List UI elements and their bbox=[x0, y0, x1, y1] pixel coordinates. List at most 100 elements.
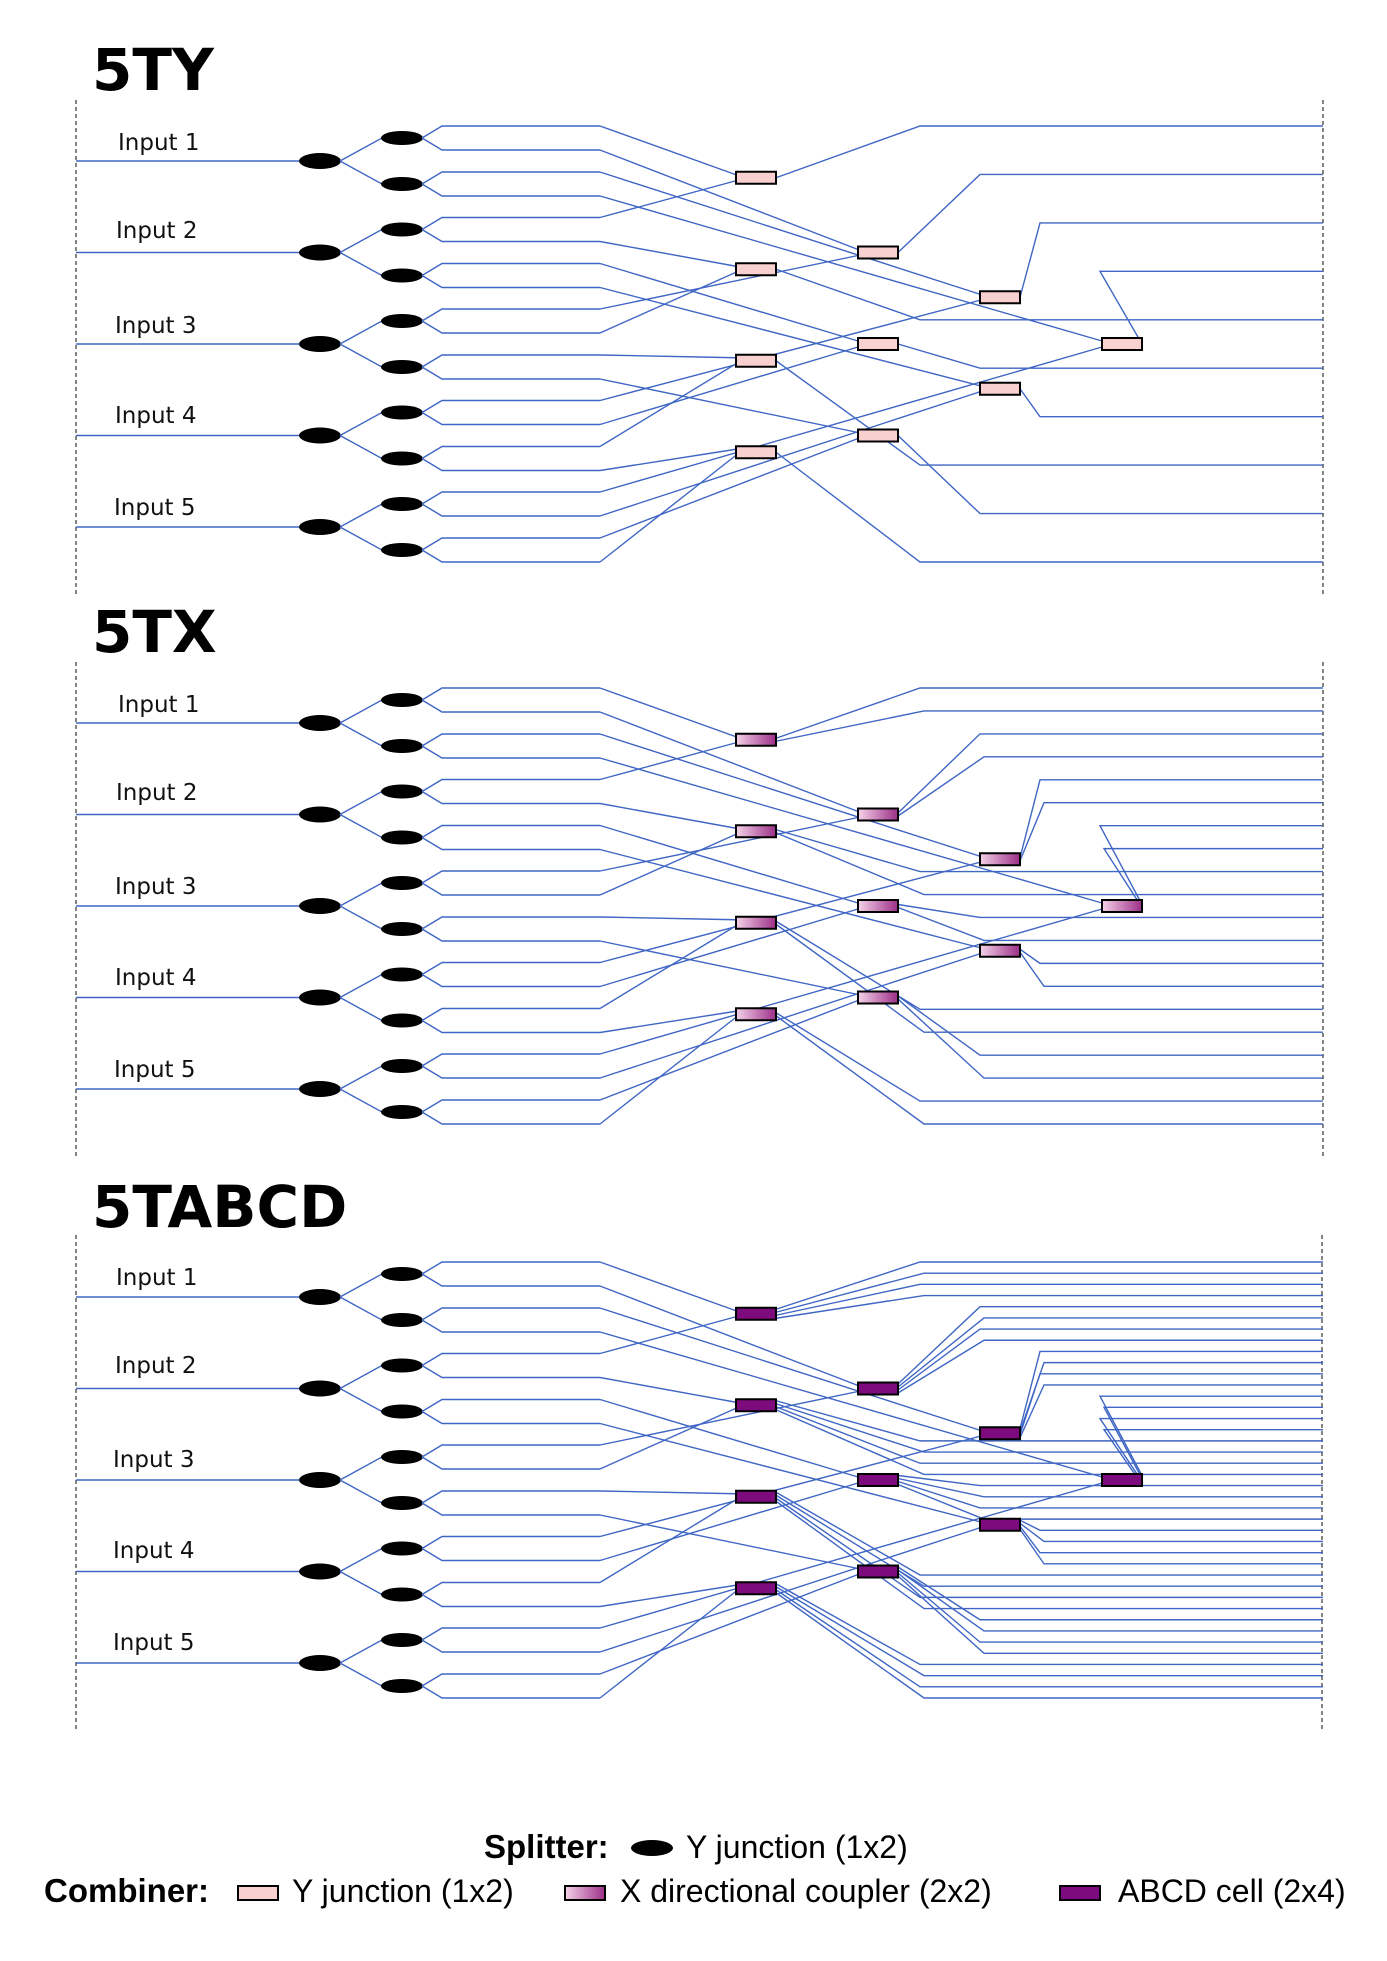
output-waveguide bbox=[775, 360, 1323, 466]
route-waveguide bbox=[599, 254, 859, 310]
route-waveguide bbox=[599, 757, 1103, 904]
branch-waveguide bbox=[421, 824, 600, 839]
splitter-branch bbox=[339, 1639, 383, 1687]
branch-waveguide bbox=[421, 457, 600, 472]
branch-waveguide bbox=[421, 1639, 600, 1653]
x-coupler-combiner-icon bbox=[735, 732, 777, 747]
legend-abcd-symbol bbox=[1059, 1885, 1101, 1901]
route-waveguide bbox=[599, 149, 859, 251]
y-junction-splitter-icon bbox=[299, 1655, 341, 1671]
route-waveguide bbox=[599, 908, 1103, 1055]
route-waveguide bbox=[599, 286, 981, 387]
y-junction-splitter-icon bbox=[381, 967, 423, 982]
input-label-2: Input 2 bbox=[116, 218, 198, 244]
x-coupler-combiner-icon bbox=[979, 943, 1021, 958]
output-waveguide bbox=[897, 995, 1323, 1056]
output-waveguide bbox=[897, 733, 1323, 814]
y-junction-splitter-icon bbox=[299, 427, 341, 444]
branch-waveguide bbox=[421, 549, 600, 563]
route-waveguide bbox=[599, 802, 737, 829]
abcd-cell-combiner-icon bbox=[735, 1398, 777, 1413]
route-waveguide bbox=[599, 711, 859, 813]
route-waveguide bbox=[599, 454, 737, 563]
y-junction-splitter-icon bbox=[381, 405, 423, 420]
abcd-cell-combiner-icon bbox=[857, 1381, 899, 1396]
output-waveguide bbox=[897, 1572, 1323, 1643]
route-waveguide bbox=[599, 733, 981, 857]
input-label-5: Input 5 bbox=[114, 495, 196, 521]
output-waveguide bbox=[1102, 1428, 1323, 1485]
output-waveguide bbox=[775, 1283, 1323, 1316]
x-coupler-combiner-icon bbox=[857, 807, 899, 822]
output-waveguide bbox=[1098, 270, 1323, 345]
output-waveguide bbox=[1019, 1522, 1323, 1543]
y-junction-combiner-icon bbox=[735, 262, 777, 277]
output-waveguide bbox=[897, 1566, 1323, 1621]
y-junction-splitter-icon bbox=[381, 1404, 423, 1419]
output-waveguide bbox=[775, 1497, 1323, 1599]
branch-waveguide bbox=[421, 183, 600, 197]
y-junction-splitter-icon bbox=[299, 153, 341, 169]
y-junction-combiner-icon bbox=[979, 381, 1021, 396]
route-waveguide bbox=[599, 1016, 737, 1125]
y-junction-splitter-icon bbox=[381, 1587, 423, 1602]
y-junction-splitter-icon bbox=[381, 1059, 423, 1073]
branch-waveguide bbox=[421, 137, 600, 151]
route-waveguide bbox=[599, 354, 737, 359]
output-waveguide bbox=[775, 125, 1323, 179]
y-junction-splitter-icon bbox=[381, 1313, 423, 1327]
splitter-branch bbox=[339, 1065, 383, 1113]
branch-waveguide bbox=[421, 1593, 600, 1608]
y-junction-splitter-icon bbox=[381, 876, 423, 890]
branch-waveguide bbox=[421, 1685, 600, 1699]
route-waveguide bbox=[599, 171, 981, 295]
y-junction-splitter-icon bbox=[299, 1563, 341, 1580]
output-waveguide bbox=[897, 756, 1323, 817]
y-junction-splitter-icon bbox=[381, 739, 423, 753]
y-junction-splitter-icon bbox=[299, 1472, 341, 1488]
branch-waveguide bbox=[421, 1627, 600, 1641]
y-junction-splitter-icon bbox=[381, 922, 423, 936]
branch-waveguide bbox=[421, 1535, 600, 1550]
output-waveguide bbox=[1098, 1417, 1323, 1482]
splitter-branch bbox=[339, 411, 383, 460]
output-waveguide bbox=[1102, 847, 1323, 908]
route-waveguide bbox=[599, 1435, 981, 1538]
output-waveguide bbox=[775, 1409, 1323, 1476]
panel-5tabcd: 5TABCD Input 1 Input 2 Input 3 Input 4 I… bbox=[75, 1173, 1323, 1732]
splitter-branch bbox=[339, 699, 383, 747]
input-label-1: Input 1 bbox=[118, 692, 200, 718]
legend-abcd-item: ABCD cell (2x4) bbox=[1118, 1873, 1346, 1909]
output-waveguide bbox=[897, 998, 1323, 1079]
output-waveguide bbox=[1102, 1406, 1323, 1479]
panel-title: 5TY bbox=[92, 36, 215, 104]
output-waveguide bbox=[775, 268, 1323, 321]
output-waveguide bbox=[897, 1569, 1323, 1632]
input-label-2: Input 2 bbox=[116, 780, 198, 806]
input-label-5: Input 5 bbox=[113, 1630, 195, 1656]
output-waveguide bbox=[1098, 824, 1323, 905]
output-waveguide bbox=[775, 1012, 1323, 1102]
branch-waveguide bbox=[421, 1502, 600, 1516]
output-waveguide bbox=[775, 1406, 1323, 1464]
output-waveguide bbox=[1019, 222, 1323, 298]
branch-waveguide bbox=[421, 491, 600, 505]
x-coupler-combiner-icon bbox=[1101, 899, 1143, 913]
y-junction-splitter-icon bbox=[299, 336, 341, 352]
legend: Splitter: Y junction (1x2) Combiner: Y j… bbox=[44, 1828, 1346, 1909]
branch-waveguide bbox=[421, 1410, 600, 1425]
output-waveguide bbox=[897, 1328, 1323, 1391]
output-waveguide bbox=[897, 1339, 1323, 1394]
y-junction-splitter-icon bbox=[299, 1289, 341, 1305]
output-waveguide bbox=[897, 906, 1323, 942]
branch-waveguide bbox=[421, 699, 600, 713]
output-waveguide bbox=[775, 687, 1323, 739]
route-waveguide bbox=[599, 1331, 1103, 1478]
y-junction-splitter-icon bbox=[299, 806, 341, 823]
output-waveguide bbox=[775, 1294, 1323, 1319]
output-waveguide bbox=[1019, 1373, 1323, 1435]
splitter-branch bbox=[339, 1456, 383, 1504]
branch-waveguide bbox=[421, 778, 600, 793]
branch-waveguide bbox=[421, 1111, 600, 1125]
